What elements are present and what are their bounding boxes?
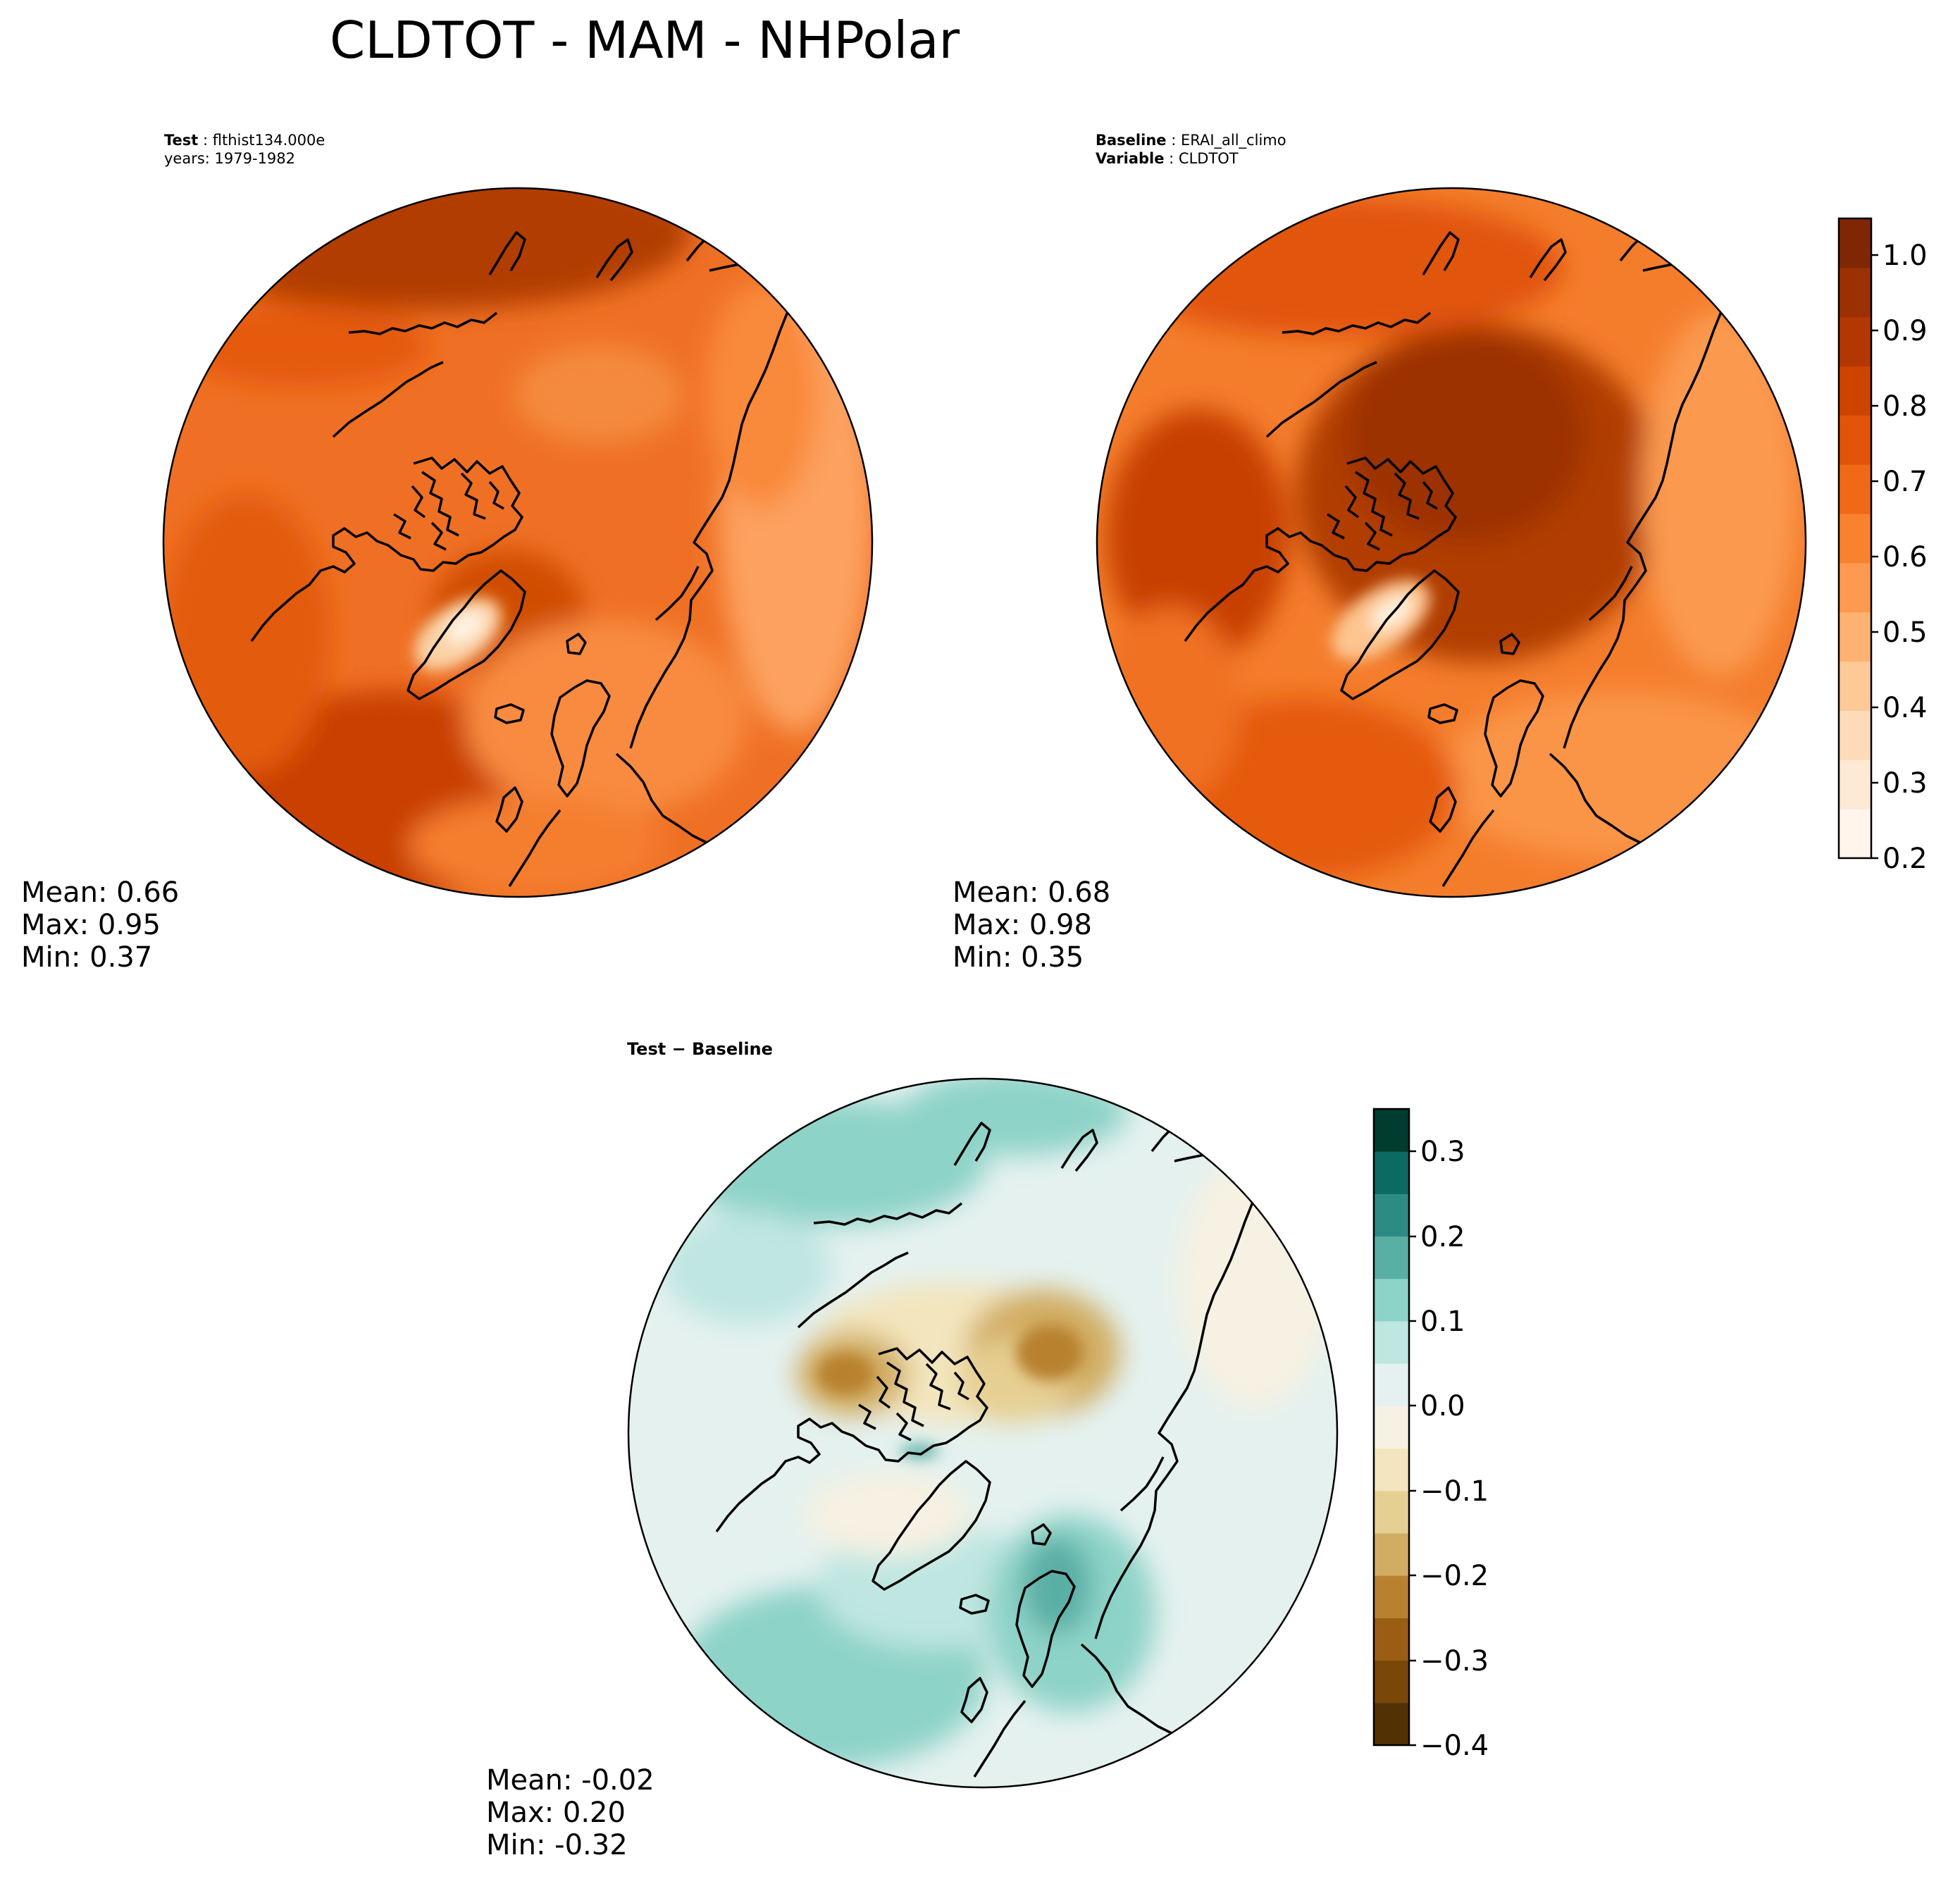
- baseline-label-key: Baseline: [1096, 132, 1167, 149]
- colorbar-diff-swatch: [1374, 1193, 1409, 1237]
- colorbar-diff-swatch: [1374, 1109, 1409, 1152]
- svg-text:Baseline : ERAI_all_climo: Baseline : ERAI_all_climo: [1096, 132, 1286, 149]
- panel-test: Test : flthist134.000e years: 1979-1982: [21, 132, 874, 974]
- colorbar-main-tick-label: 0.6: [1883, 541, 1928, 573]
- test-years: years: 1979-1982: [164, 150, 295, 167]
- diff-mean: Mean: -0.02: [486, 1764, 655, 1797]
- colorbar-diff-tick-label: −0.3: [1420, 1645, 1489, 1678]
- baseline-map: [1097, 188, 1806, 897]
- test-label-value: flthist134.000e: [213, 132, 325, 149]
- colorbar-diff-swatch: [1374, 1618, 1409, 1661]
- colorbar-diff-tick-label: 0.1: [1420, 1306, 1465, 1338]
- colorbar-diff-tick-label: −0.4: [1420, 1730, 1489, 1762]
- colorbar-diff-swatch: [1374, 1321, 1409, 1364]
- colorbar-diff-swatch: [1374, 1406, 1409, 1449]
- baseline-variable-value: CLDTOT: [1179, 150, 1239, 167]
- baseline-label-sep: :: [1167, 132, 1181, 149]
- colorbar-main-tick-label: 0.5: [1883, 616, 1928, 649]
- svg-text:Test : flthist134.000e: Test : flthist134.000e: [164, 132, 325, 149]
- colorbar-main-swatch: [1839, 218, 1871, 268]
- colorbar-diff-swatch: [1374, 1151, 1409, 1194]
- colorbar-main-swatch: [1839, 759, 1871, 810]
- panel-diff: Test − Baseline: [486, 1039, 1339, 1861]
- colorbar-main-swatch: [1839, 464, 1871, 514]
- test-map-frame: [162, 187, 874, 898]
- colorbar-main-tick-label: 0.9: [1883, 315, 1928, 347]
- colorbar-diff-tick-label: −0.2: [1420, 1560, 1489, 1592]
- colorbar-diff-tick-label: 0.2: [1420, 1221, 1465, 1253]
- colorbar-diff: 0.3 0.2 0.1 0.0 −0.1 −0.2 −0.3 −0.4: [1372, 1108, 1489, 1762]
- colorbar-diff-swatch: [1374, 1660, 1409, 1704]
- colorbar-main-tick-label: 1.0: [1883, 240, 1928, 272]
- colorbar-main-tick-label: 0.3: [1883, 767, 1928, 800]
- colorbar-diff-tick-label: 0.0: [1420, 1390, 1465, 1422]
- test-min: Min: 0.37: [21, 941, 152, 974]
- diff-max: Max: 0.20: [486, 1797, 626, 1829]
- colorbar-main-tick-label: 0.4: [1883, 692, 1928, 724]
- colorbar-main-tick-label: 0.7: [1883, 466, 1928, 498]
- colorbar-main-frame: [1837, 217, 1873, 860]
- colorbar-diff-tick-label: −0.1: [1420, 1475, 1489, 1508]
- colorbar-diff-tick-label: 0.3: [1420, 1136, 1465, 1168]
- colorbar-diff-swatch: [1374, 1278, 1409, 1322]
- baseline-mean: Mean: 0.68: [953, 876, 1110, 909]
- colorbar-diff-swatch: [1374, 1575, 1409, 1618]
- colorbar-main: 0.2 0.3 0.4 0.5 0.6 0.7 0.8 0.9 1.0: [1837, 217, 1928, 875]
- diff-min: Min: -0.32: [486, 1829, 628, 1861]
- colorbar-diff-swatch: [1374, 1236, 1409, 1279]
- colorbar-diff-swatch: [1374, 1490, 1409, 1534]
- colorbar-main-tick-label: 0.8: [1883, 390, 1928, 423]
- test-mean: Mean: 0.66: [21, 876, 179, 909]
- diff-map: [628, 1079, 1337, 1787]
- panel-baseline: Baseline : ERAI_all_climo Variable : CLD…: [953, 132, 1807, 974]
- test-label-key: Test: [164, 132, 198, 149]
- baseline-min: Min: 0.35: [953, 941, 1084, 974]
- diff-label: Test − Baseline: [627, 1039, 773, 1059]
- test-label-sep: :: [198, 132, 212, 149]
- test-max: Max: 0.95: [21, 909, 161, 941]
- colorbar-diff-swatch: [1374, 1533, 1409, 1576]
- colorbar-main-swatch: [1839, 415, 1871, 465]
- colorbar-diff-swatch: [1374, 1448, 1409, 1492]
- baseline-variable-sep: :: [1164, 150, 1178, 167]
- colorbar-main-swatch: [1839, 514, 1871, 564]
- figure-title: CLDTOT - MAM - NHPolar: [330, 11, 960, 70]
- colorbar-main-tick-label: 0.2: [1883, 843, 1928, 875]
- colorbar-diff-swatch: [1374, 1363, 1409, 1406]
- diff-map-frame: [627, 1077, 1339, 1789]
- colorbar-main-swatch: [1839, 562, 1871, 613]
- baseline-label-value: ERAI_all_climo: [1181, 132, 1286, 149]
- colorbar-main-swatch: [1839, 366, 1871, 416]
- colorbar-main-swatch: [1839, 612, 1871, 662]
- colorbar-diff-swatch: [1374, 1702, 1409, 1746]
- baseline-map-frame: [1096, 187, 1807, 898]
- baseline-max: Max: 0.98: [953, 909, 1092, 941]
- colorbar-main-swatch: [1839, 710, 1871, 760]
- svg-text:Variable : CLDTOT: Variable : CLDTOT: [1096, 150, 1239, 167]
- colorbar-main-swatch: [1839, 661, 1871, 711]
- colorbar-main-swatch: [1839, 316, 1871, 367]
- colorbar-diff-frame: [1372, 1108, 1410, 1747]
- colorbar-main-swatch: [1839, 809, 1871, 859]
- colorbar-main-swatch: [1839, 267, 1871, 318]
- baseline-variable-key: Variable: [1096, 150, 1164, 167]
